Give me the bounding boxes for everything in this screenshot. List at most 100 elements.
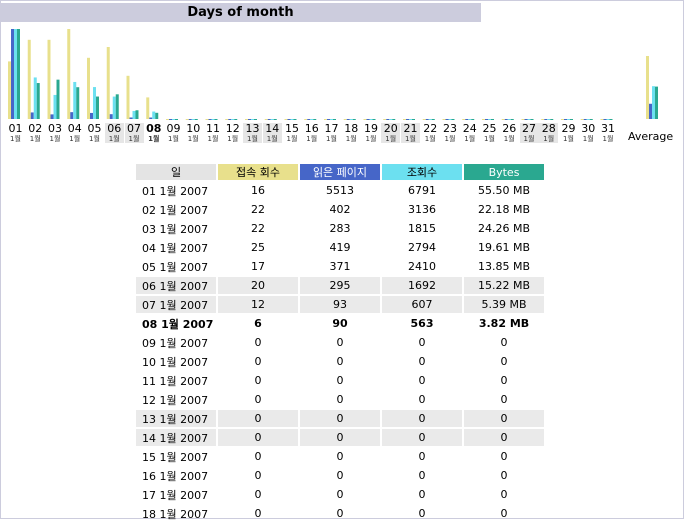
- bar-visits: [521, 119, 525, 120]
- bar-visits: [442, 119, 446, 120]
- cell-bytes: 0: [500, 507, 508, 520]
- table-row: 07 1월 2007 12 93 607 5.39 MB: [136, 296, 544, 313]
- bar-bandwidth: [451, 119, 455, 120]
- cell-bytes: 5.39 MB: [464, 296, 544, 313]
- chart-day-label: 06 1월: [104, 123, 124, 143]
- table-row: 15 1월 2007 0 0 0 0: [136, 448, 544, 465]
- chart-day-label: 15 1월: [283, 123, 302, 144]
- cell-pages: 0: [336, 355, 344, 368]
- bar-pages: [583, 119, 587, 120]
- cell-hits: 0: [418, 374, 426, 387]
- chart-day-number: 20: [383, 122, 398, 135]
- cell-pages: 90: [332, 317, 348, 330]
- bar-hits: [606, 119, 610, 120]
- chart-day-number: 04: [67, 122, 82, 135]
- chart-day-number: 13: [245, 122, 260, 135]
- chart-day-number: 02: [28, 122, 43, 135]
- chart-day-label: 22 1월: [421, 122, 440, 144]
- bar-visits: [501, 119, 505, 120]
- bar-bandwidth: [313, 119, 317, 120]
- chart-day-month: 1월: [148, 135, 160, 143]
- cell-hits: 1692: [382, 277, 462, 294]
- chart-day-label: 26 1월: [500, 123, 519, 144]
- cell-bytes: 0: [500, 469, 508, 482]
- cell-bytes: 0: [500, 374, 508, 387]
- bar-pages: [485, 119, 488, 120]
- col-header-visits: 접속 회수: [218, 164, 298, 180]
- chart-day-number: 17: [324, 122, 339, 135]
- table-row: 14 1월 2007 0 0 0 0: [136, 429, 544, 446]
- cell-visits: 0: [254, 336, 262, 349]
- cell-visits: 0: [254, 374, 262, 387]
- bar-hits: [33, 77, 37, 119]
- cell-hits: 0: [382, 410, 462, 427]
- chart-day-label: 07 1월: [124, 122, 144, 143]
- cell-visits: 0: [218, 410, 298, 427]
- bar-pages: [11, 29, 14, 119]
- cell-bytes: 0: [500, 336, 508, 349]
- bar-visits: [87, 57, 90, 119]
- bar-hits: [211, 119, 215, 120]
- chart-day-label: 31 1월: [599, 123, 618, 144]
- chart-day-number: 30: [581, 122, 596, 135]
- bar-bandwidth: [17, 29, 20, 119]
- table-row: 11 1월 2007 0 0 0 0: [136, 372, 544, 389]
- chart-day-label: 10 1월: [184, 123, 203, 144]
- bar-pages: [564, 119, 567, 120]
- chart-day-number: 07: [127, 122, 141, 135]
- bar-pages: [129, 117, 133, 119]
- bar-pages: [386, 119, 390, 120]
- bar-visits: [67, 29, 71, 119]
- bar-hits: [310, 119, 314, 120]
- bar-bandwidth: [333, 119, 336, 120]
- chart-day-label: 13 1월: [243, 123, 262, 143]
- chart-day-month: 1월: [503, 135, 515, 143]
- table-row: 16 1월 2007 0 0 0 0: [136, 467, 544, 484]
- cell-date: 10 1월 2007: [142, 355, 209, 369]
- chart-day-month: 1월: [385, 135, 397, 143]
- col-header-hits: 조회수: [382, 164, 462, 180]
- bar-visits: [343, 119, 347, 120]
- bar-bandwidth: [214, 119, 218, 120]
- chart-day-number: 24: [462, 122, 477, 135]
- bar-hits: [586, 119, 590, 120]
- chart-day-number: 14: [265, 122, 280, 135]
- bar-visits: [106, 47, 110, 119]
- bar-visits: [383, 119, 387, 120]
- chart-day-month: 1월: [207, 135, 219, 143]
- bar-visits: [146, 97, 150, 119]
- cell-pages: 0: [336, 507, 344, 520]
- bar-bandwidth: [56, 79, 60, 119]
- table-row: 18 1월 2007 0 0 0 0: [136, 505, 544, 522]
- bar-visits: [284, 119, 288, 120]
- bar-pages: [307, 119, 311, 120]
- chart-day-month: 1월: [108, 135, 120, 143]
- cell-visits: 0: [254, 507, 262, 520]
- chart-day-month: 1월: [405, 135, 416, 143]
- bar-bandwidth: [431, 119, 435, 120]
- cell-visits: 25: [251, 241, 265, 254]
- bar-hits: [330, 119, 333, 120]
- bar-visits: [225, 119, 229, 120]
- chart-day-number: 22: [423, 122, 438, 135]
- cell-visits: 0: [254, 355, 262, 368]
- bar-visits: [47, 39, 51, 119]
- cell-hits: 0: [418, 393, 426, 406]
- daily-stats-table-wrap: 일 접속 회수 읽은 페이지 조회수 Bytes 01 1월 2007 16 551…: [134, 162, 546, 524]
- table-row: 17 1월 2007 0 0 0 0: [136, 486, 544, 503]
- cell-hits: 0: [418, 450, 426, 463]
- bar-bandwidth: [609, 119, 613, 120]
- chart-day-month: 1월: [424, 135, 436, 143]
- cell-hits: 0: [418, 488, 426, 501]
- cell-bytes: 0: [500, 450, 508, 463]
- bar-visits: [422, 119, 426, 120]
- bar-bandwidth: [589, 119, 593, 120]
- chart-day-label: 01 1월: [6, 123, 25, 144]
- chart-day-number: 12: [225, 122, 240, 135]
- cell-visits: 16: [251, 184, 265, 197]
- cell-bytes: 13.85 MB: [477, 260, 531, 273]
- chart-day-month: 1월: [464, 135, 476, 143]
- col-header-day: 일: [136, 164, 216, 180]
- bar-visits: [126, 75, 130, 119]
- cell-date: 07 1월 2007: [136, 296, 216, 313]
